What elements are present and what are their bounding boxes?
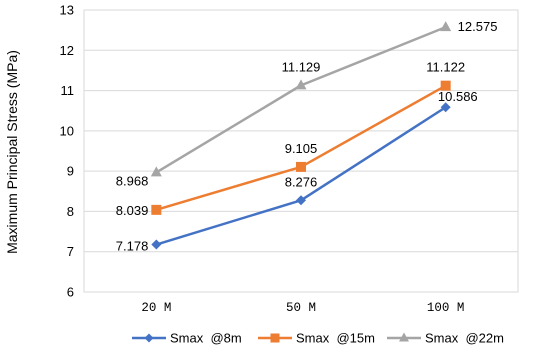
y-axis-ticks: 6 7 8 9 10 11 12 13 bbox=[60, 3, 74, 300]
y-tick-label: 8 bbox=[67, 204, 74, 219]
legend: Smax @8m Smax @15m Smax @22m bbox=[132, 331, 504, 346]
series-point bbox=[151, 239, 162, 250]
series-point bbox=[151, 204, 162, 215]
x-tick-label: 20 M bbox=[141, 301, 171, 315]
data-label: 8.276 bbox=[285, 174, 318, 189]
x-tick-label: 50 M bbox=[286, 301, 316, 315]
legend-label: Smax @15m bbox=[296, 331, 375, 346]
data-label: 8.039 bbox=[116, 203, 149, 218]
legend-marker bbox=[399, 332, 409, 342]
series-point bbox=[440, 102, 451, 113]
data-label: 12.575 bbox=[458, 19, 498, 34]
y-axis-label: Maximum Principal Stress (MPa) bbox=[4, 50, 20, 254]
legend-marker bbox=[144, 333, 154, 343]
series-point bbox=[150, 166, 162, 177]
x-tick-label: 100 M bbox=[427, 301, 465, 315]
y-tick-label: 6 bbox=[67, 285, 74, 300]
y-tick-label: 12 bbox=[60, 43, 74, 58]
data-label: 9.105 bbox=[285, 141, 318, 156]
y-tick-label: 11 bbox=[61, 83, 75, 98]
y-tick-label: 9 bbox=[67, 164, 74, 179]
data-label: 7.178 bbox=[116, 239, 149, 254]
legend-label: Smax @22m bbox=[425, 331, 504, 346]
legend-marker bbox=[270, 333, 280, 343]
legend-item: Smax @15m bbox=[258, 331, 375, 346]
y-tick-label: 7 bbox=[67, 244, 74, 259]
data-label: 11.129 bbox=[282, 59, 321, 74]
data-label: 11.122 bbox=[426, 60, 465, 75]
series-point bbox=[296, 195, 306, 206]
series-point bbox=[440, 80, 451, 91]
legend-label: Smax @8m bbox=[170, 331, 242, 346]
y-tick-label: 10 bbox=[60, 123, 74, 138]
series-point bbox=[295, 79, 307, 90]
series-3 bbox=[150, 21, 452, 177]
x-axis-ticks: 20 M 50 M 100 M bbox=[141, 301, 464, 315]
data-label: 10.586 bbox=[438, 89, 478, 104]
data-label: 8.968 bbox=[116, 173, 149, 188]
series-2 bbox=[151, 80, 451, 215]
legend-item: Smax @8m bbox=[132, 331, 242, 346]
data-labels: 7.178 8.276 10.586 8.039 9.105 11.122 8.968 11.… bbox=[116, 19, 498, 253]
series-point bbox=[440, 21, 452, 32]
y-tick-label: 13 bbox=[60, 3, 74, 18]
series-point bbox=[296, 161, 306, 172]
legend-item: Smax @22m bbox=[387, 331, 504, 346]
series-group bbox=[150, 21, 452, 250]
series-1 bbox=[151, 102, 451, 250]
